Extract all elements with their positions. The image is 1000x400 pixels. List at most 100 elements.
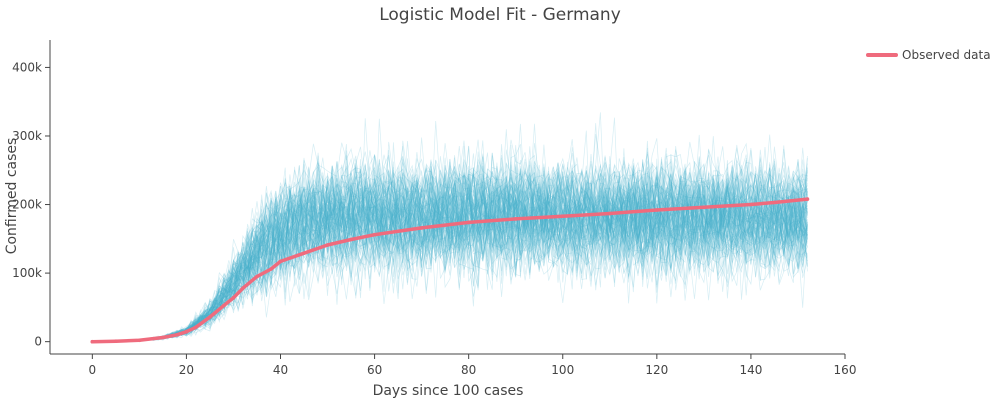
y-axis: 0 100k 200k 300k 400k: [12, 60, 50, 349]
observed-data-point: [90, 339, 95, 344]
simulation-trajectory: [92, 185, 808, 343]
x-tick-label: 20: [179, 363, 194, 377]
simulation-trajectory: [92, 194, 808, 343]
x-tick-label: 40: [273, 363, 288, 377]
observed-data-point: [466, 220, 471, 225]
chart-title: Logistic Model Fit - Germany: [379, 5, 621, 25]
simulation-trajectory: [92, 161, 808, 343]
simulation-trajectory: [92, 152, 808, 343]
simulation-trajectory: [92, 167, 808, 343]
observed-data-point: [137, 338, 142, 343]
series-line-observed-data: [90, 197, 810, 344]
observed-data-point: [372, 232, 377, 237]
simulation-trajectory: [92, 201, 808, 343]
simulation-trajectory: [92, 145, 808, 343]
simulation-trajectory: [92, 137, 808, 343]
simulation-trajectory: [92, 139, 808, 343]
simulation-trajectory: [92, 149, 808, 343]
observed-data-point: [749, 202, 753, 207]
simulation-trajectory: [92, 171, 808, 343]
y-tick-label: 0: [34, 335, 42, 349]
observed-data-point: [608, 211, 612, 216]
observed-data-point: [114, 339, 118, 344]
observed-data-point: [325, 243, 330, 247]
simulation-trajectory: [92, 141, 808, 343]
simulation-trajectory: [92, 140, 808, 343]
y-tick-label: 200k: [12, 198, 42, 212]
x-tick-label: 60: [367, 363, 382, 377]
legend[interactable]: Observed data: [866, 48, 991, 62]
simulation-trajectory: [92, 145, 808, 343]
simulation-trajectory: [92, 155, 808, 343]
simulation-trajectory: [92, 166, 808, 343]
observed-data-point: [278, 259, 283, 264]
simulation-trajectory: [92, 145, 808, 343]
observed-data-point: [805, 197, 810, 201]
simulation-trajectory: [92, 167, 808, 343]
simulation-trajectory: [92, 130, 808, 343]
observed-data-point: [655, 208, 659, 212]
x-axis: 0 20 40 60 80 100 120 140 160: [89, 354, 856, 377]
legend-label-observed-data: Observed data: [902, 48, 991, 62]
x-tick-label: 100: [551, 363, 574, 377]
simulation-trajectory: [92, 175, 808, 343]
simulation-trajectory: [92, 159, 808, 343]
simulation-trajectory: [92, 195, 808, 343]
x-tick-label: 120: [645, 363, 668, 377]
observed-series-layer: [90, 197, 810, 344]
observed-data-point: [184, 329, 189, 334]
simulation-trajectory: [92, 120, 808, 343]
x-tick-label: 80: [461, 363, 476, 377]
simulation-trajectory: [92, 168, 808, 343]
simulation-trajectory: [92, 155, 808, 343]
simulation-trajectory: [92, 174, 808, 343]
simulation-trajectory: [92, 164, 808, 343]
simulation-trajectory: [92, 159, 808, 343]
simulation-trajectory: [92, 147, 808, 343]
observed-data-point: [513, 217, 518, 221]
observed-data-point: [349, 237, 353, 242]
simulation-trajectory: [92, 152, 808, 343]
simulation-trajectory: [92, 157, 808, 343]
simulation-trajectory: [92, 178, 808, 343]
observed-data-point: [241, 286, 245, 291]
simulation-trajectory: [92, 167, 808, 343]
simulation-trajectory: [92, 165, 808, 343]
simulation-trajectory: [92, 142, 808, 343]
observed-data-point: [302, 251, 306, 255]
y-tick-label: 300k: [12, 129, 42, 143]
simulation-trajectory: [92, 161, 808, 343]
observed-data-point: [231, 296, 236, 300]
observed-data-point: [194, 325, 198, 330]
simulation-trajectory: [92, 162, 808, 343]
observed-data-point: [208, 315, 212, 319]
simulation-trajectory: [92, 167, 808, 343]
simulation-trajectory: [92, 182, 808, 343]
simulation-trajectory: [92, 174, 808, 343]
observed-data-point: [561, 214, 565, 218]
simulation-trajectory: [92, 156, 808, 343]
observed-data-point: [255, 274, 259, 279]
simulation-trajectory: [92, 184, 808, 343]
simulation-trajectory: [92, 118, 808, 343]
simulation-trajectory: [92, 139, 808, 343]
simulation-trajectory: [92, 165, 808, 343]
simulation-trajectory: [92, 171, 808, 343]
simulation-trajectory: [92, 134, 808, 343]
y-tick-label: 100k: [12, 266, 42, 280]
simulation-trajectory: [92, 140, 808, 343]
simulation-trajectory: [92, 164, 808, 343]
simulation-trajectory: [92, 161, 808, 343]
simulation-trajectory: [92, 154, 808, 343]
simulation-trajectory: [92, 129, 808, 343]
x-tick-label: 140: [739, 363, 762, 377]
y-tick-label: 400k: [12, 60, 42, 74]
simulation-trajectory: [92, 178, 808, 343]
simulation-trajectory: [92, 145, 808, 343]
simulation-trajectory: [92, 140, 808, 343]
simulation-trajectory: [92, 157, 808, 343]
simulation-trajectory: [92, 177, 808, 343]
simulation-trajectory: [92, 179, 808, 343]
x-axis-title: Days since 100 cases: [373, 383, 524, 399]
